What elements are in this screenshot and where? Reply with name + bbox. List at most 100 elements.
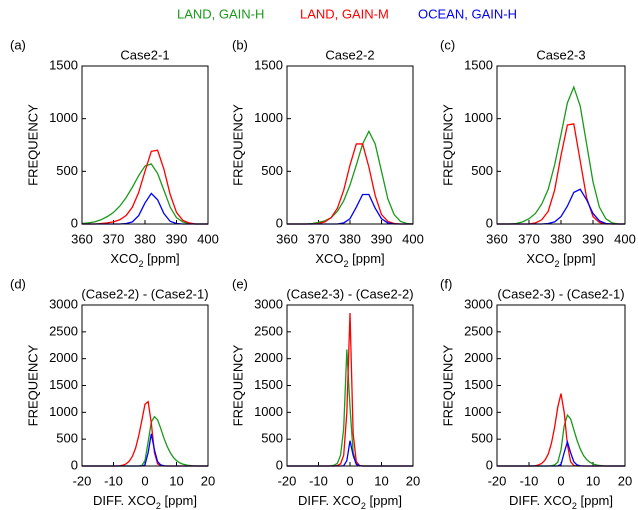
panel-title: Case2-2	[325, 47, 374, 62]
x-tick-label: 390	[371, 231, 393, 246]
series-line	[497, 85, 625, 225]
panel-label: (e)	[232, 276, 248, 291]
legend-entry: LAND, GAIN-H	[177, 6, 264, 21]
x-tick-label: 20	[618, 473, 632, 488]
panel-title: Case2-1	[120, 47, 169, 62]
y-axis-label: FREQUENCY	[440, 344, 455, 426]
x-tick-label: 0	[346, 473, 353, 488]
plot-frame	[81, 65, 209, 225]
x-axis-label-part: [ppm]	[144, 251, 180, 266]
x-axis-label-part: 2	[555, 259, 560, 269]
x-axis-label-part: 2	[572, 501, 577, 510]
series-line	[287, 349, 413, 467]
series-line	[287, 129, 414, 225]
y-tick-label: 0	[71, 457, 78, 472]
x-tick-label: 360	[71, 231, 93, 246]
x-axis-label-part: XCO	[526, 251, 554, 266]
x-tick-label: 400	[197, 231, 219, 246]
y-tick-label: 2500	[254, 323, 283, 338]
y-tick-label: 2000	[464, 350, 493, 365]
x-tick-label: 380	[134, 231, 156, 246]
legend-entry: LAND, GAIN-M	[300, 6, 389, 21]
x-axis-label: DIFF. XCO2 [ppm]	[509, 493, 613, 510]
series-line	[82, 400, 208, 467]
y-tick-label: 500	[56, 431, 78, 446]
y-tick-label: 0	[486, 215, 493, 230]
series-line	[287, 193, 413, 225]
x-tick-label: 370	[103, 231, 125, 246]
y-tick-label: 0	[486, 457, 493, 472]
y-tick-label: 0	[71, 215, 78, 230]
series-line	[497, 393, 625, 467]
y-tick-label: 0	[276, 457, 283, 472]
panel-title: (Case2-3) - (Case2-1)	[497, 286, 624, 301]
x-tick-label: -20	[488, 473, 507, 488]
x-axis-label-part: [ppm]	[366, 493, 402, 508]
x-tick-label: -10	[520, 473, 539, 488]
y-axis-label: FREQUENCY	[440, 104, 455, 186]
y-tick-label: 1500	[49, 57, 78, 72]
x-axis-label-part: [ppm]	[349, 251, 385, 266]
x-tick-label: 10	[374, 473, 388, 488]
x-tick-label: 400	[402, 231, 424, 246]
y-tick-label: 3000	[49, 296, 78, 311]
panel-title: (Case2-3) - (Case2-2)	[286, 286, 413, 301]
x-axis-label-part: DIFF. XCO	[509, 493, 572, 508]
x-tick-label: 360	[276, 231, 298, 246]
y-tick-label: 500	[56, 163, 78, 178]
x-axis-label-part: 2	[156, 501, 161, 510]
x-axis-label: DIFF. XCO2 [ppm]	[298, 493, 402, 510]
x-tick-label: 380	[339, 231, 361, 246]
x-tick-label: -20	[73, 473, 92, 488]
series-line	[497, 413, 625, 467]
series-line	[497, 123, 625, 225]
panel-title: (Case2-2) - (Case2-1)	[81, 286, 208, 301]
plot-frame	[81, 304, 209, 467]
plot-frame	[286, 65, 414, 225]
x-tick-label: 380	[550, 231, 572, 246]
x-tick-label: 0	[557, 473, 564, 488]
x-tick-label: 370	[518, 231, 540, 246]
plot-frame	[496, 65, 626, 225]
panel-label: (c)	[440, 37, 455, 52]
series-line	[82, 149, 208, 225]
y-tick-label: 1000	[254, 110, 283, 125]
x-axis-label-part: [ppm]	[161, 493, 197, 508]
panel-label: (f)	[440, 276, 452, 291]
y-tick-label: 2000	[49, 350, 78, 365]
y-tick-label: 1500	[464, 377, 493, 392]
x-axis-label-part: XCO	[110, 251, 138, 266]
y-tick-label: 1000	[49, 110, 78, 125]
y-tick-label: 1000	[49, 404, 78, 419]
x-axis-label-part: DIFF. XCO	[93, 493, 156, 508]
x-tick-label: 20	[201, 473, 215, 488]
x-tick-label: 20	[406, 473, 420, 488]
y-tick-label: 500	[471, 163, 493, 178]
series-line	[81, 163, 208, 225]
x-axis-label: XCO2 [ppm]	[526, 251, 595, 269]
x-tick-label: 370	[308, 231, 330, 246]
x-axis-label-part: DIFF. XCO	[298, 493, 361, 508]
x-axis-label-part: [ppm]	[560, 251, 596, 266]
y-tick-label: 3000	[464, 296, 493, 311]
x-axis-label-part: [ppm]	[577, 493, 613, 508]
y-tick-label: 1500	[254, 377, 283, 392]
y-tick-label: 1500	[254, 57, 283, 72]
x-tick-label: -20	[278, 473, 297, 488]
plot-frame	[286, 304, 414, 467]
y-tick-label: 2000	[254, 350, 283, 365]
x-axis-label: XCO2 [ppm]	[315, 251, 384, 269]
x-axis-label-part: 2	[344, 259, 349, 269]
x-tick-label: 10	[586, 473, 600, 488]
y-tick-label: 1000	[464, 404, 493, 419]
y-tick-label: 500	[261, 163, 283, 178]
y-tick-label: 1500	[49, 377, 78, 392]
y-tick-label: 1000	[254, 404, 283, 419]
y-tick-label: 500	[471, 431, 493, 446]
y-tick-label: 1500	[464, 57, 493, 72]
x-axis-label-part: XCO	[315, 251, 343, 266]
x-tick-label: -10	[104, 473, 123, 488]
y-axis-label: FREQUENCY	[230, 344, 245, 426]
y-tick-label: 0	[276, 215, 283, 230]
